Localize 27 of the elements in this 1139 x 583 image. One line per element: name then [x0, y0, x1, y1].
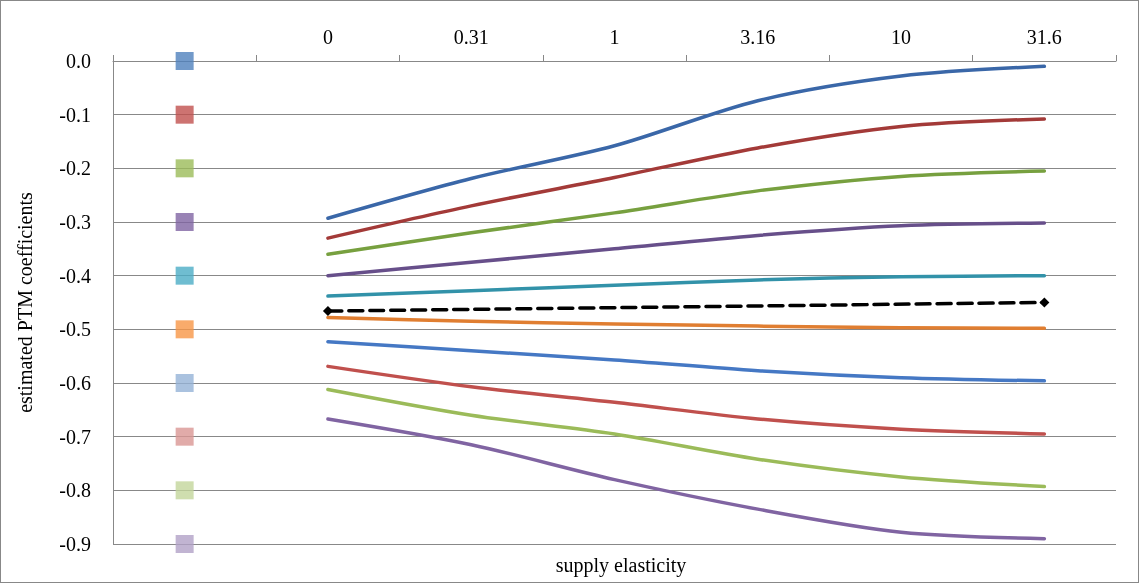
x-tick-label: 10 [891, 26, 912, 48]
y-tick-label: -0.8 [59, 479, 91, 502]
y-tick-label: -0.3 [59, 211, 91, 233]
line-series [326, 387, 1047, 489]
y-tick-label: -0.2 [59, 157, 91, 180]
line-series [326, 64, 1047, 220]
y-tick-label: -0.6 [59, 372, 91, 394]
line-series [326, 221, 1047, 278]
y-axis-title: estimated PTM coefficients [14, 191, 36, 413]
y-tick-label: 0.0 [66, 50, 91, 72]
line-series [326, 117, 1047, 240]
x-tick-label: 0.31 [453, 26, 489, 48]
line-series [326, 169, 1047, 256]
x-tick-label: 3.16 [740, 26, 776, 48]
line-series [326, 364, 1047, 436]
y-tick-label: -0.1 [59, 103, 91, 126]
y-tick-label: -0.5 [59, 318, 91, 341]
y-tick-label: -0.7 [59, 425, 91, 448]
y-tick-label: -0.4 [59, 264, 91, 287]
y-tick-label: -0.9 [59, 533, 91, 555]
x-axis-title: supply elasticity [555, 554, 687, 577]
x-tick-label: 31.6 [1026, 26, 1062, 48]
x-tick-label: 0 [322, 26, 333, 48]
line-series [326, 339, 1047, 383]
x-tick-label: 1 [609, 26, 620, 48]
line-series [326, 417, 1047, 541]
line-series [326, 273, 1047, 298]
